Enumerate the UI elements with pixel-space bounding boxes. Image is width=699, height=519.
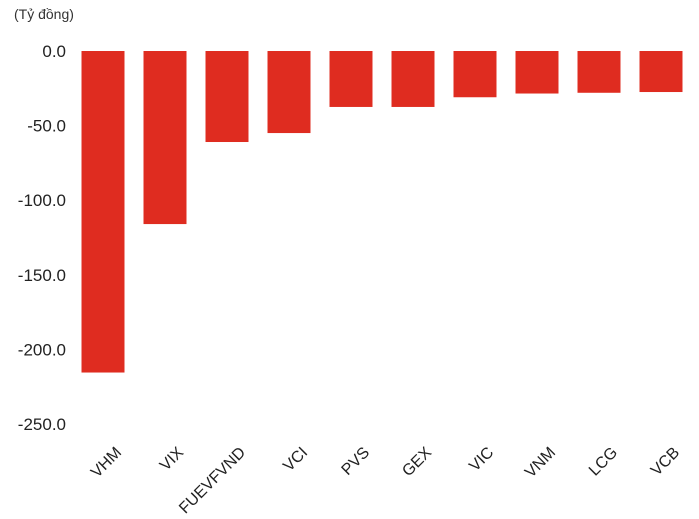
x-category-label: LCG — [586, 444, 621, 479]
x-category-label: VCI — [280, 444, 311, 475]
bar-vci — [267, 51, 311, 134]
bar-lcg — [577, 51, 621, 93]
y-tick-label: -250.0 — [18, 415, 66, 434]
bar-vnm — [515, 51, 559, 94]
x-category-label: VIC — [466, 444, 497, 475]
bar-fuevfvnd — [205, 51, 249, 143]
bar-vic — [453, 51, 497, 98]
y-tick-label: -50.0 — [27, 117, 66, 136]
y-tick-label: 0.0 — [42, 42, 66, 61]
bar-gex — [391, 51, 435, 107]
bar-vcb — [639, 51, 683, 93]
x-category-label: VNM — [522, 444, 559, 481]
x-category-label: GEX — [399, 444, 435, 480]
x-category-label: VHM — [88, 444, 125, 481]
x-category-label: PVS — [339, 444, 374, 479]
x-category-label: VCB — [648, 444, 683, 479]
bars — [81, 51, 683, 373]
y-axis: 0.0 -50.0 -100.0 -150.0 -200.0 -250.0 — [18, 42, 66, 434]
x-category-label: VIX — [157, 444, 187, 474]
y-tick-label: -100.0 — [18, 191, 66, 210]
bar-vix — [143, 51, 187, 225]
unit-label: (Tỷ đồng) — [14, 6, 74, 22]
bar-vhm — [81, 51, 125, 373]
bar-pvs — [329, 51, 373, 107]
y-tick-label: -200.0 — [18, 340, 66, 359]
x-category-label: FUEVFVND — [176, 444, 249, 517]
y-tick-label: -150.0 — [18, 266, 66, 285]
